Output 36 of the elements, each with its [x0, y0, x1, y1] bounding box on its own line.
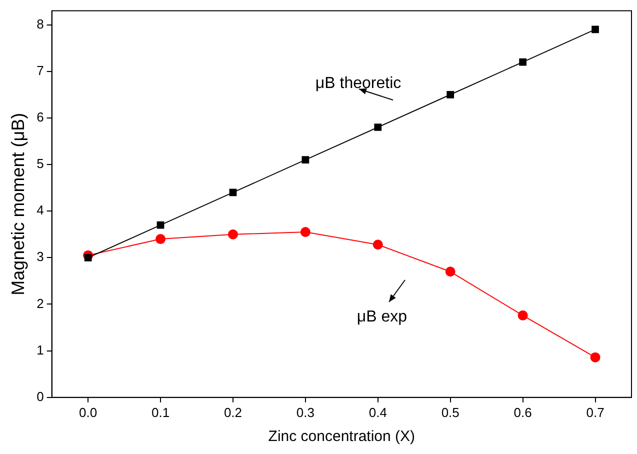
y-tick-label: 7 [36, 62, 44, 78]
x-tick-label: 0.2 [224, 404, 242, 420]
point [156, 234, 166, 244]
x-tick-label: 0.7 [586, 404, 604, 420]
point [446, 90, 454, 98]
point [156, 221, 164, 229]
annotation: μB theoretic [315, 74, 402, 92]
point [590, 352, 600, 362]
y-tick-label: 2 [36, 296, 44, 311]
point [229, 188, 237, 196]
x-tick-label: 0.3 [296, 404, 314, 420]
x-tick-label: 0.1 [151, 404, 170, 420]
y-tick-label: 3 [36, 249, 44, 264]
point [372, 240, 383, 250]
point [445, 266, 456, 277]
x-tick-label: 0.5 [441, 404, 460, 420]
x-axis-title: Zinc concentration (X) [268, 428, 416, 446]
y-axis-title: Magnetic moment (μB) [8, 112, 28, 296]
point [519, 58, 526, 66]
y-tick-label: 0 [36, 388, 44, 404]
y-tick-label: 1 [36, 342, 44, 358]
point [374, 124, 382, 131]
y-tick-label: 6 [36, 110, 44, 125]
x-tick-label: 0.6 [514, 404, 532, 420]
y-tick-label: 4 [36, 202, 44, 218]
point [84, 254, 92, 262]
annotation: μB exp [356, 308, 408, 326]
point [300, 227, 310, 238]
point [228, 229, 238, 240]
y-tick-label: 5 [36, 156, 44, 172]
x-tick-label: 0.4 [368, 404, 387, 420]
point [592, 26, 599, 34]
point [518, 310, 528, 320]
x-tick-label: 0.0 [79, 404, 98, 420]
y-tick-label: 8 [36, 16, 44, 32]
point [302, 156, 310, 164]
